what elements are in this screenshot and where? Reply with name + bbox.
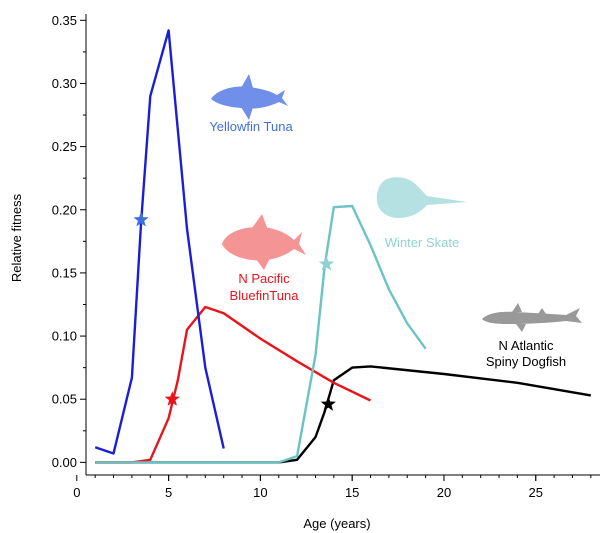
x-tick-label: 5: [165, 485, 172, 500]
label-spiny-dogfish-line1: N Atlantic: [499, 338, 554, 353]
plot-area: [94, 29, 592, 464]
y-tick-label: 0.25: [52, 139, 77, 154]
y-tick-label: 0.10: [52, 329, 77, 344]
x-tick-label: 25: [529, 485, 543, 500]
star-marker: [318, 256, 335, 271]
y-tick-label: 0.35: [52, 13, 77, 28]
star-marker: [133, 211, 149, 227]
y-tick-label: 0.30: [52, 76, 77, 91]
y-tick-label: 0.00: [52, 455, 77, 470]
series-line: [94, 29, 225, 455]
label-yellowfin-tuna: Yellowfin Tuna: [209, 119, 293, 134]
x-axis-title: Age (years): [303, 516, 370, 531]
series-line: [95, 305, 372, 464]
series-labels: Yellowfin Tuna N Pacific BluefinTuna Win…: [209, 119, 566, 369]
label-spiny-dogfish-line2: Spiny Dogfish: [486, 354, 566, 369]
label-bluefin-tuna-line1: N Pacific: [238, 271, 290, 286]
x-tick-label: 10: [253, 485, 267, 500]
y-tick-label: 0.20: [52, 202, 77, 217]
skate-icon: [376, 177, 467, 218]
x-tick-label: 0: [73, 485, 80, 500]
dogfish-shark-icon: [482, 303, 582, 332]
series-line: [95, 204, 427, 464]
label-bluefin-tuna-line2: BluefinTuna: [230, 288, 300, 303]
axes: 0.00 0.05 0.10 0.15 0.20 0.25 0.30 0.35 0 5 10 15 20…: [52, 13, 600, 500]
star-marker: [164, 391, 180, 406]
y-axis-title: Relative fitness: [9, 193, 24, 282]
y-tick-label: 0.05: [52, 392, 77, 407]
x-tick-label: 20: [437, 485, 451, 500]
x-tick-label: 15: [345, 485, 359, 500]
tuna-icon: [211, 74, 288, 120]
series-line: [95, 365, 592, 464]
species-icons: [211, 74, 582, 332]
bluefin-tuna-icon: [222, 214, 306, 270]
star-marker: [320, 396, 336, 411]
y-tick-label: 0.15: [52, 265, 77, 280]
label-winter-skate: Winter Skate: [385, 235, 459, 250]
